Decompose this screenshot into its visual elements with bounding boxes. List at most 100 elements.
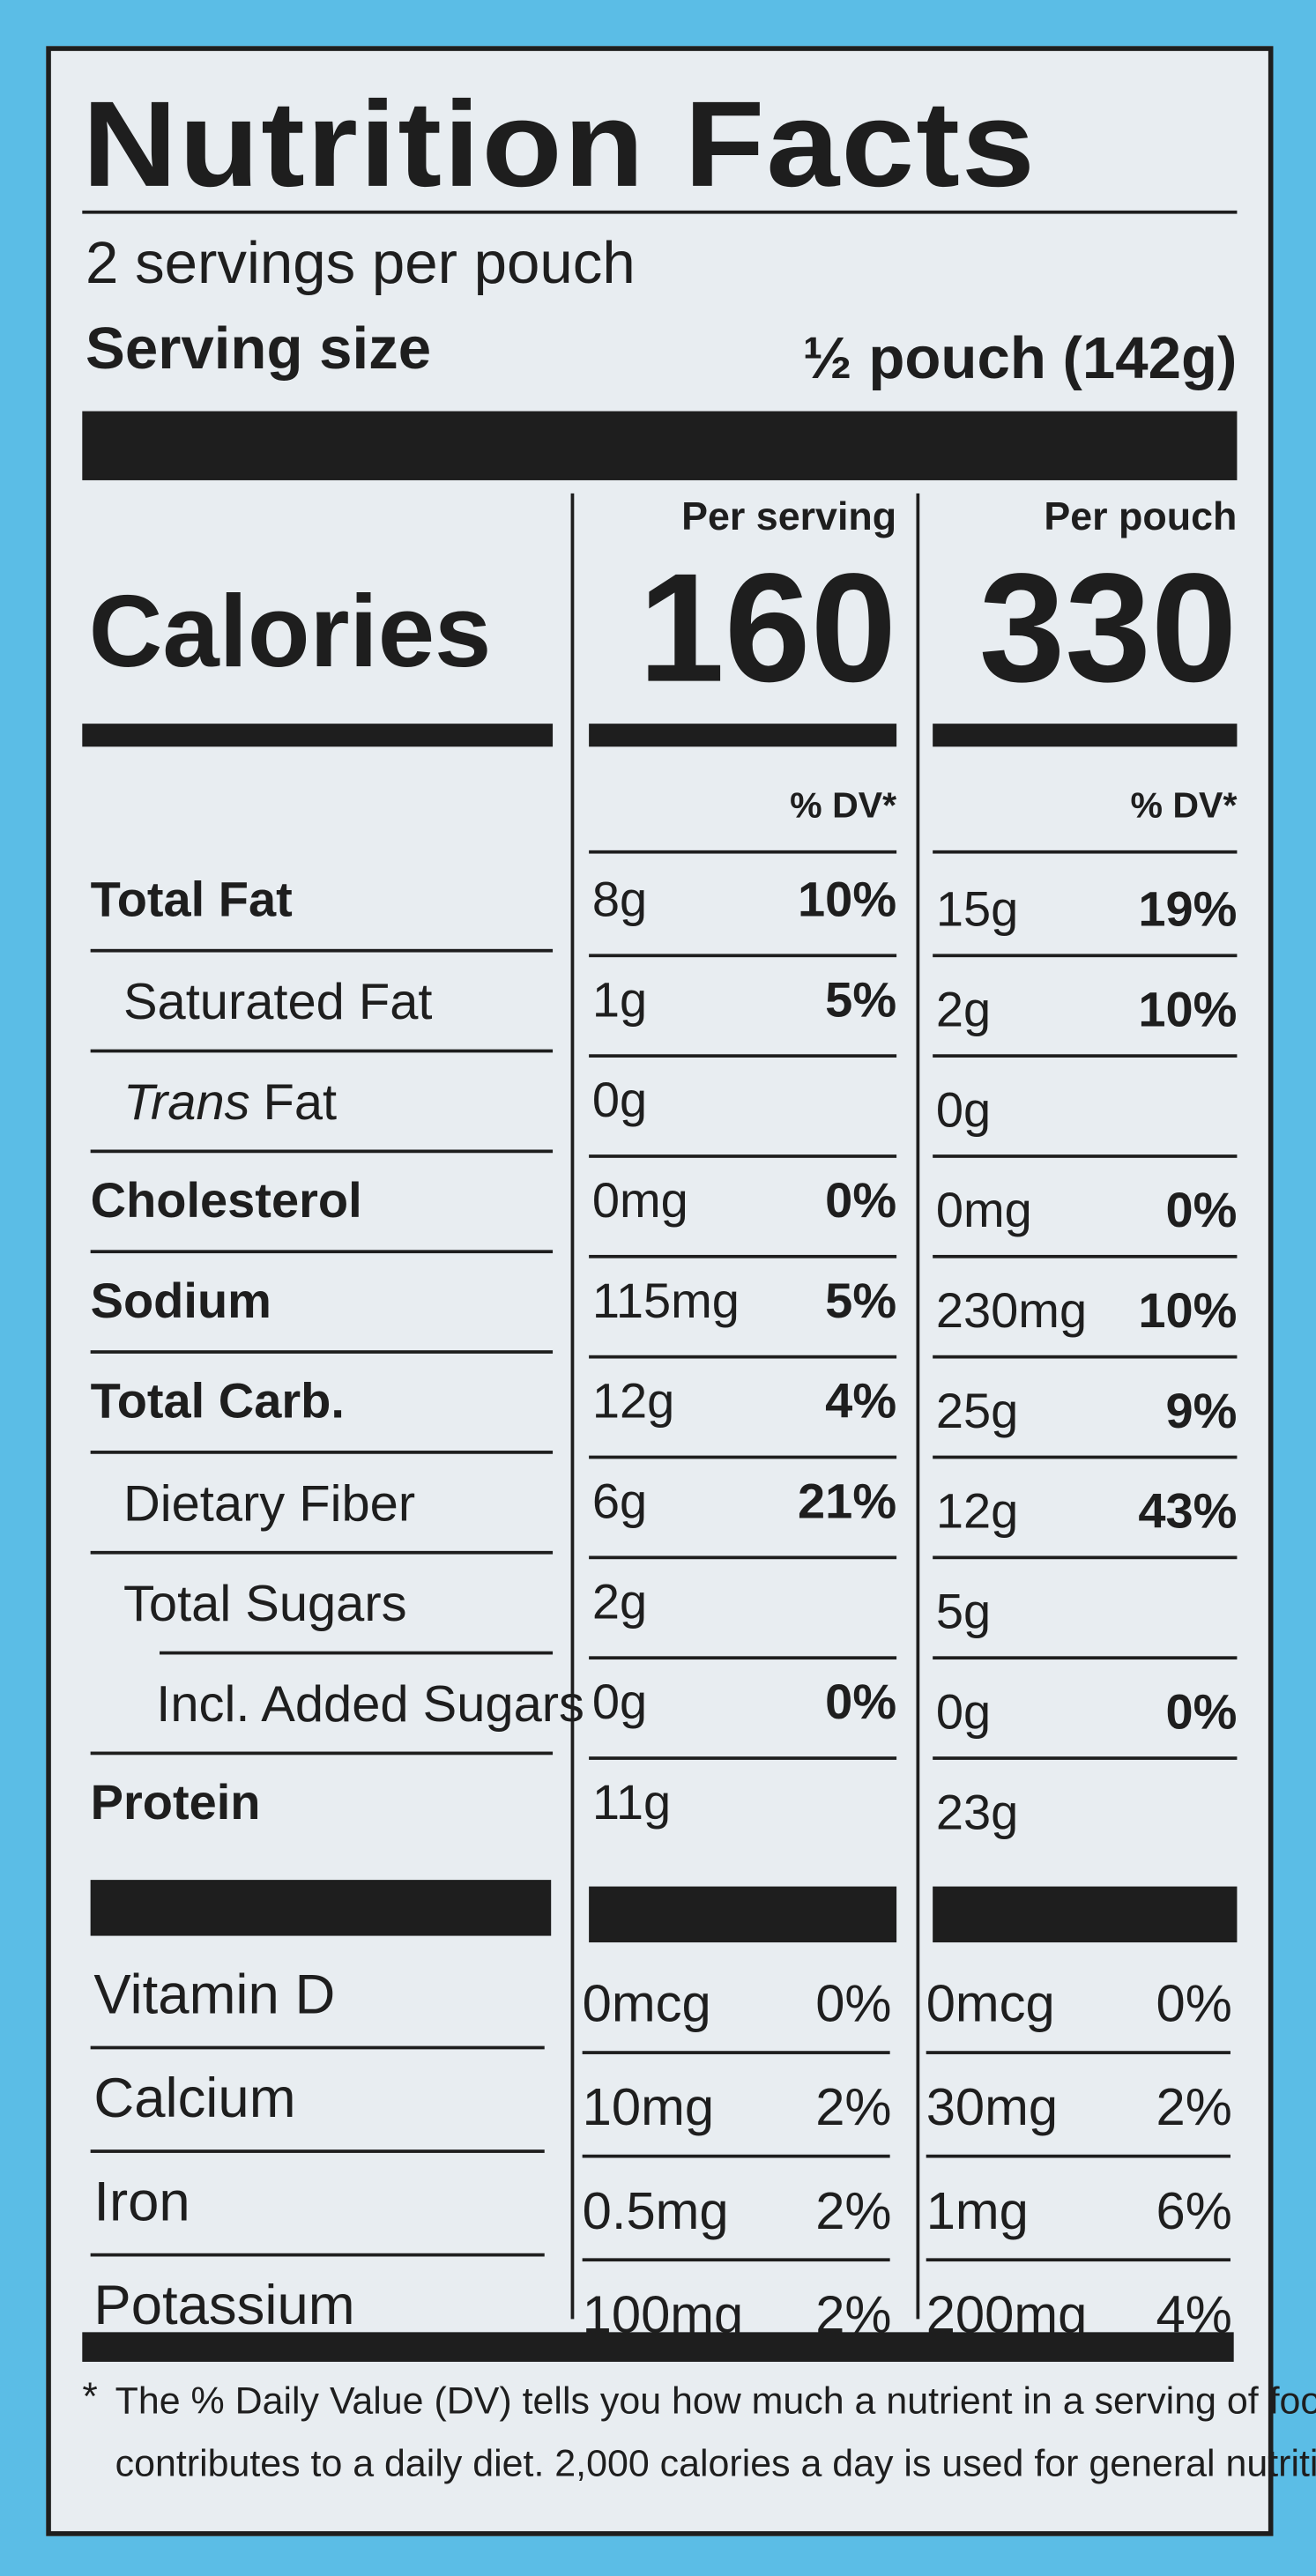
rule [90,2045,545,2050]
nutrient-name: Trans Fat [123,1076,337,1127]
rule [90,1751,554,1756]
daily-value: 21% [798,1475,897,1530]
rule [933,1455,1238,1459]
rule [589,954,897,958]
rule [90,1880,552,1936]
rule [933,1886,1238,1943]
rule [933,954,1238,958]
nutrient-name: Total Sugars [123,1574,407,1633]
rule [82,411,1238,480]
rule [933,1355,1238,1359]
daily-value: 0% [1165,1184,1238,1239]
amount: 15g [935,883,1019,938]
rule [933,1656,1238,1660]
rule [589,724,897,747]
daily-value: 4% [825,1375,897,1429]
column-heading: Per serving [681,494,897,540]
amount: 115mg [591,1274,740,1329]
amount: 23g [935,1785,1019,1841]
dv-heading: % DV* [1130,784,1238,826]
amount: 8g [591,872,648,928]
daily-value: 43% [1138,1485,1238,1540]
daily-value: 10% [1138,1284,1238,1340]
rule [916,493,920,2320]
rule [90,1451,554,1454]
amount: 0mcg [582,1973,711,2033]
rule [582,2258,890,2262]
daily-value: 5% [825,973,897,1028]
amount: 200mg [926,2284,1088,2344]
nutrient-name: Saturated Fat [123,972,433,1031]
rule [90,1550,554,1555]
nutrient-name: Protein [90,1776,261,1831]
rule [589,850,897,854]
rule [933,1054,1238,1058]
daily-value: 0% [815,1973,892,2033]
vitamin-name: Vitamin D [93,1964,336,2027]
daily-value: 9% [1165,1385,1238,1439]
footnote-text: contributes to a daily diet. 2,000 calor… [115,2441,1316,2484]
amount: 10mg [582,2077,715,2137]
rule [82,210,1238,214]
amount: 0.5mg [582,2180,729,2240]
rule [90,948,554,953]
footnote-text: The % Daily Value (DV) tells you how muc… [115,2379,1316,2423]
daily-value: 0% [1165,1685,1238,1741]
rule [589,1355,897,1359]
dv-heading: % DV* [790,784,897,826]
rule [933,1756,1238,1760]
amount: 30mg [926,2077,1059,2137]
daily-value: 0% [825,1174,897,1229]
daily-value: 5% [825,1274,897,1329]
amount: 1mg [926,2180,1029,2240]
rule [933,724,1238,747]
rule [926,2258,1230,2262]
rule [90,2253,545,2257]
calories-value: 160 [638,540,897,714]
rule [90,1149,554,1154]
rule [933,1254,1238,1258]
servings: 2 servings per pouch [86,228,636,296]
calories-value: 330 [978,540,1238,714]
rule [582,2154,890,2158]
rule [589,1154,897,1158]
rule [90,1049,554,1053]
nutrient-name: Total Fat [90,872,293,928]
rule [589,1756,897,1760]
rule [82,2332,1234,2362]
column-heading: Per pouch [1044,494,1238,540]
amount: 0g [935,1083,992,1139]
amount: 12g [591,1375,675,1429]
vitamin-name: Calcium [93,2067,296,2130]
amount: 5g [935,1585,992,1640]
amount: 0mcg [926,1973,1055,2033]
nutrient-name-text: Fat [263,1073,338,1132]
rule [589,1254,897,1258]
rule [90,1350,554,1354]
rule [933,1555,1238,1560]
vitamin-name: Potassium [93,2275,355,2337]
daily-value: 2% [1156,2077,1232,2137]
daily-value: 10% [1138,984,1238,1038]
title: Nutrition Facts [82,75,1037,212]
amount: 0g [591,1073,648,1129]
rule [90,2149,545,2153]
amount: 0g [591,1675,648,1731]
rule [589,1656,897,1660]
daily-value: 2% [815,2077,892,2137]
nutrient-name: Sodium [90,1274,271,1329]
rule [589,1555,897,1560]
nutrient-name: Dietary Fiber [123,1474,416,1533]
daily-value: 2% [815,2284,892,2344]
amount: 1g [591,973,648,1028]
amount: 2g [935,984,992,1038]
amount: 12g [935,1485,1019,1540]
rule [570,493,575,2320]
rule [82,724,554,747]
nutrient-name: Total Carb. [90,1375,345,1429]
daily-value: 4% [1156,2284,1232,2344]
rule [933,1154,1238,1158]
rule [589,1455,897,1459]
daily-value: 2% [815,2180,892,2240]
